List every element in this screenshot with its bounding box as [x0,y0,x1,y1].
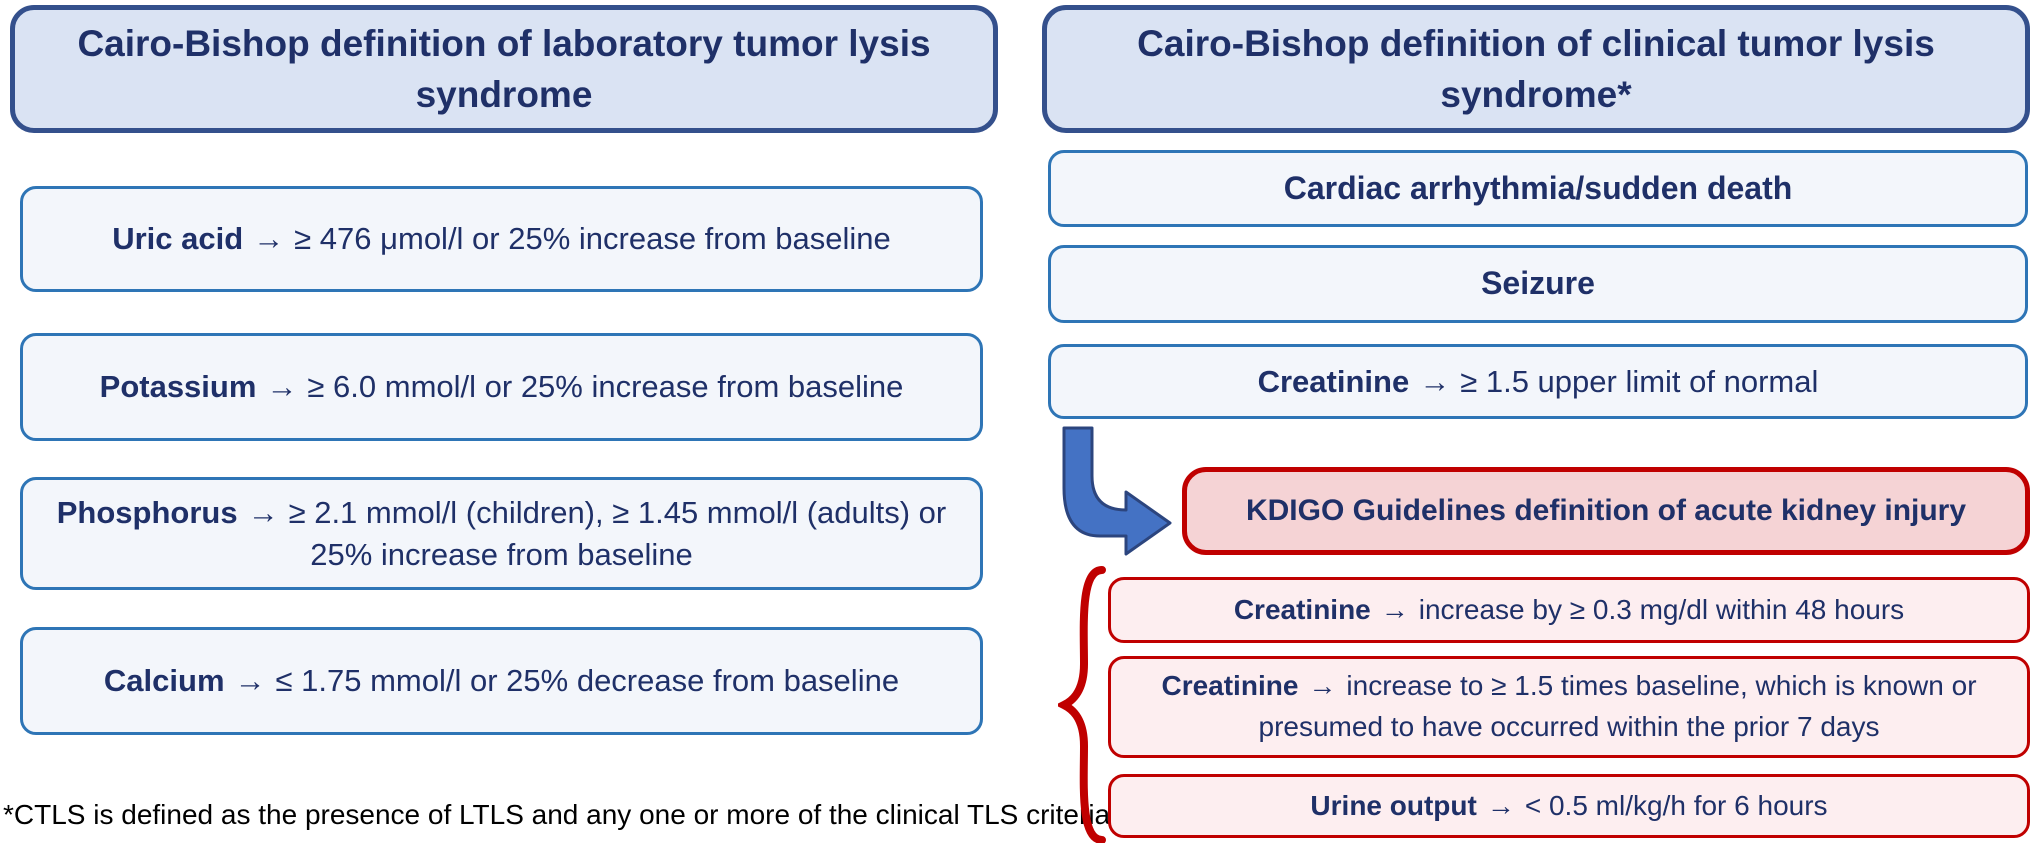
kdigo-urine-output-box: Urine output → < 0.5 ml/kg/h for 6 hours [1108,774,2030,838]
kdigo-header-text: KDIGO Guidelines definition of acute kid… [1245,494,1967,527]
creatinine-clinical-row: Creatinine → ≥ 1.5 upper limit of normal [1258,361,1819,403]
kdigo-creatinine-baseline-box: Creatinine → increase to ≥ 1.5 times basel… [1108,656,2030,758]
left-header-text: Cairo-Bishop definition of laboratory tu… [77,22,931,115]
uric-acid-box: Uric acid → ≥ 476 μmol/l or 25% increase f… [20,186,983,292]
right-arrow-glyph: → [247,494,279,530]
kdigo-creatinine-48h-row: Creatinine → increase by ≥ 0.3 mg/dl withi… [1234,590,1904,631]
item-text: ≥ 476 μmol/l or 25% increase from baseli… [294,221,891,257]
right-arrow-glyph: → [234,663,266,699]
cardiac-arrhythmia-box: Cardiac arrhythmia/sudden death [1048,150,2028,227]
item-label: Phosphorus [56,494,238,530]
item-text: ≥ 6.0 mmol/l or 25% increase from baseli… [307,369,904,405]
right-arrow-glyph: → [1419,363,1451,399]
kdigo-urine-output-row: Urine output → < 0.5 ml/kg/h for 6 hours [1310,786,1827,827]
item-label: Creatinine [1257,363,1410,399]
item-text: < 0.5 ml/kg/h for 6 hours [1524,789,1828,821]
left-header-box: Cairo-Bishop definition of laboratory tu… [10,5,998,133]
right-header-text: Cairo-Bishop definition of clinical tumo… [1137,22,1935,115]
right-arrow-glyph: → [266,369,298,405]
phosphorus-row: Phosphorus → ≥ 2.1 mmol/l (children), ≥ 1.… [51,492,952,576]
left-brace-icon [1058,566,1106,843]
right-arrow-glyph: → [1308,670,1337,702]
calcium-box: Calcium → ≤ 1.75 mmol/l or 25% decrease fr… [20,627,983,735]
item-text: ≥ 1.5 upper limit of normal [1460,363,1819,399]
uric-acid-row: Uric acid → ≥ 476 μmol/l or 25% increase f… [112,218,891,260]
item-label: Creatinine [1233,593,1371,625]
kdigo-creatinine-48h-box: Creatinine → increase by ≥ 0.3 mg/dl withi… [1108,577,2030,643]
item-text: ≥ 2.1 mmol/l (children), ≥ 1.45 mmol/l (… [288,494,947,572]
calcium-row: Calcium → ≤ 1.75 mmol/l or 25% decrease fr… [104,660,899,702]
item-label: Creatinine [1161,670,1299,702]
potassium-box: Potassium → ≥ 6.0 mmol/l or 25% increase f… [20,333,983,441]
cardiac-arrhythmia-text: Cardiac arrhythmia/sudden death [1283,169,1793,206]
item-label: Calcium [103,663,225,699]
item-label: Uric acid [112,221,244,257]
item-label: Urine output [1310,789,1477,821]
right-arrow-glyph: → [1380,593,1409,625]
kdigo-creatinine-baseline-row: Creatinine → increase to ≥ 1.5 times basel… [1135,666,2003,747]
right-arrow-glyph: → [1486,789,1515,821]
seizure-box: Seizure [1048,245,2028,323]
right-arrow-glyph: → [253,221,285,257]
phosphorus-box: Phosphorus → ≥ 2.1 mmol/l (children), ≥ 1.… [20,477,983,590]
item-label: Potassium [99,369,257,405]
kdigo-header-box: KDIGO Guidelines definition of acute kid… [1182,467,2030,555]
potassium-row: Potassium → ≥ 6.0 mmol/l or 25% increase f… [100,366,904,408]
ctls-footnote: *CTLS is defined as the presence of LTLS… [3,799,1118,830]
bent-arrow-icon [1062,426,1172,556]
seizure-text: Seizure [1481,265,1595,302]
item-text: increase to ≥ 1.5 times baseline, which … [1258,670,1977,742]
creatinine-clinical-box: Creatinine → ≥ 1.5 upper limit of normal [1048,344,2028,419]
item-text: ≤ 1.75 mmol/l or 25% decrease from basel… [275,663,900,699]
item-text: increase by ≥ 0.3 mg/dl within 48 hours [1418,593,1905,625]
right-header-box: Cairo-Bishop definition of clinical tumo… [1042,5,2030,133]
